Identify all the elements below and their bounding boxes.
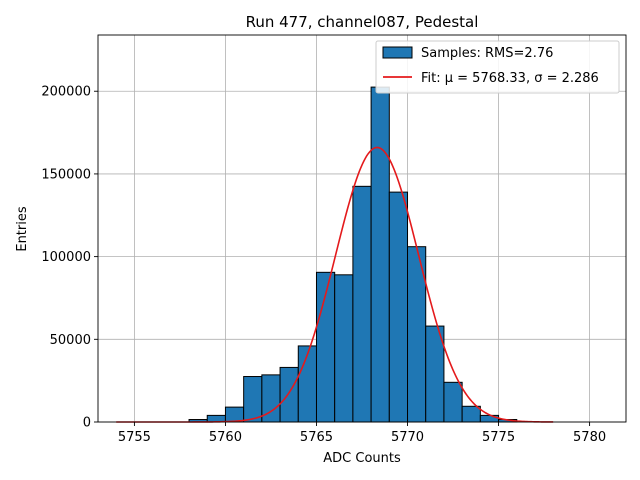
axes-frame [97, 34, 627, 423]
y-tick-label: 50000 [50, 333, 91, 348]
legend-samples-swatch [382, 46, 413, 59]
histogram-bar [461, 405, 481, 423]
x-tick-label: 5770 [391, 430, 424, 445]
histogram-bar [443, 381, 463, 423]
histogram-bar [334, 274, 354, 423]
y-tick-label: 100000 [41, 250, 91, 265]
legend: Samples: RMS=2.76 Fit: μ = 5768.33, σ = … [375, 40, 620, 94]
legend-fit-label: Fit: μ = 5768.33, σ = 2.286 [421, 71, 599, 86]
histogram-bar [388, 191, 409, 423]
x-tick-label: 5760 [209, 430, 242, 445]
y-tick-label: 150000 [41, 167, 91, 182]
x-tick-label: 5765 [300, 430, 333, 445]
x-tick-label: 5780 [573, 430, 606, 445]
histogram-bar [243, 376, 263, 423]
histogram-bar [224, 406, 245, 423]
histogram-bar [297, 345, 317, 423]
histogram-bars [188, 86, 518, 423]
y-axis-ticks: 0 50000 100000 150000 200000 [41, 85, 98, 431]
y-tick-label: 0 [83, 416, 91, 431]
x-axis-label: ADC Counts [323, 451, 401, 466]
chart-title: Run 477, channel087, Pedestal [246, 13, 479, 31]
histogram-bar [479, 414, 500, 423]
legend-samples-label: Samples: RMS=2.76 [421, 46, 553, 61]
histogram-bar [279, 366, 299, 423]
legend-box [375, 40, 620, 94]
x-axis-ticks: 5755 5760 5765 5770 5775 5780 [118, 422, 606, 445]
histogram-bar [370, 86, 390, 423]
x-tick-label: 5755 [118, 430, 151, 445]
y-axis-label: Entries [15, 206, 30, 252]
x-tick-label: 5775 [482, 430, 515, 445]
y-tick-label: 200000 [41, 85, 91, 100]
histogram-bar [352, 185, 372, 423]
